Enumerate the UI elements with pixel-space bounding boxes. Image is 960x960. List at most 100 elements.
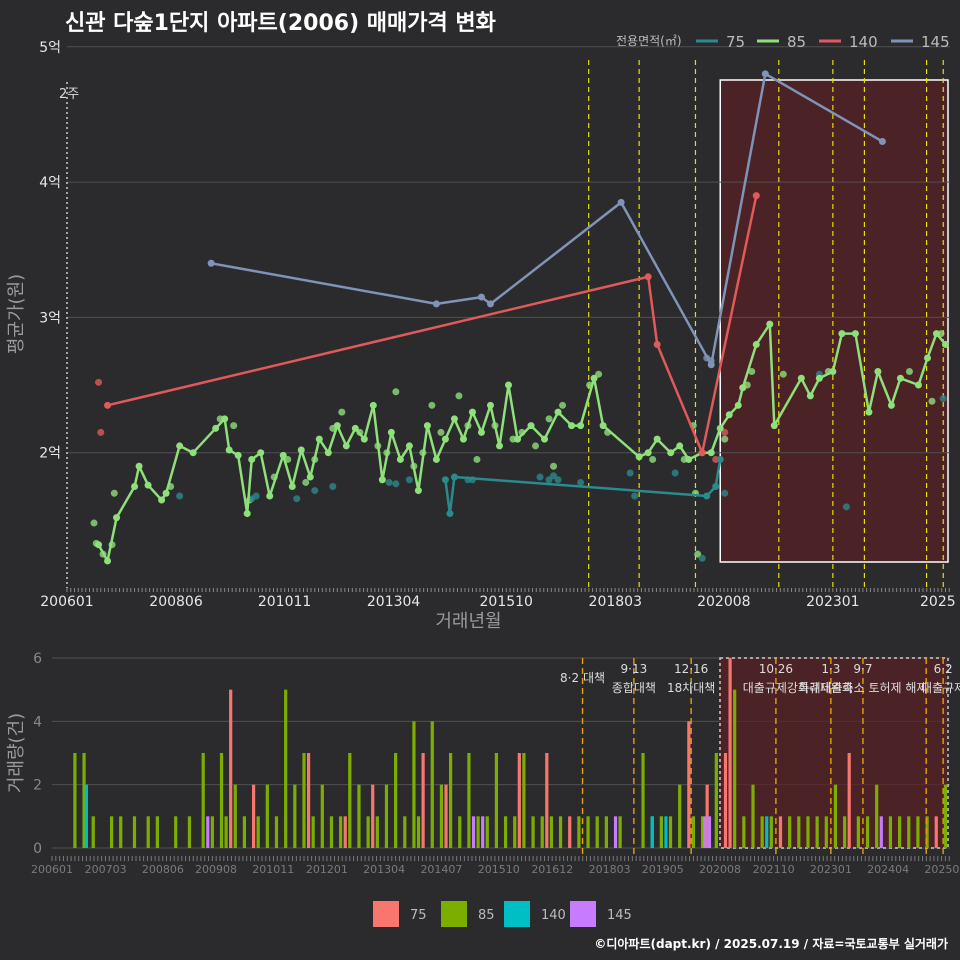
top-series-point-75	[446, 510, 454, 518]
top-legend-label-145: 145	[921, 33, 950, 51]
top-series-line-75	[444, 459, 722, 515]
top-series-point-85	[333, 422, 341, 430]
bottom-bar-b85	[476, 816, 480, 848]
top-series-point-85	[923, 354, 931, 362]
top-series-point-85	[541, 435, 549, 443]
bottom-bar-b85	[219, 753, 224, 848]
bottom-legend-label-145: 145	[607, 908, 632, 923]
top-series-point-85	[225, 446, 233, 454]
top-series-point-75	[703, 492, 711, 500]
bottom-bar-b75	[545, 753, 549, 848]
top-scatter-point-s75	[577, 478, 585, 486]
top-scatter-point-s85	[110, 489, 118, 497]
bottom-bar-b85	[558, 816, 563, 848]
top-series-point-85	[189, 449, 197, 457]
top-series-point-145	[617, 198, 625, 206]
bottom-policy-date: 1·3	[821, 662, 840, 676]
top-scatter-point-s75	[176, 492, 184, 500]
top-series-point-85	[941, 340, 949, 348]
top-legend-title: 전용면적(㎡)	[616, 34, 682, 48]
top-series-point-85	[932, 330, 940, 338]
top-series-point-85	[387, 428, 395, 436]
top-series-point-85	[486, 401, 494, 409]
top-series-point-85	[162, 489, 170, 497]
bottom-bar-b85	[73, 753, 77, 848]
top-legend-label-85: 85	[787, 33, 806, 51]
bottom-policy-label: 특례대출축소 토허제 해제	[798, 681, 927, 695]
bottom-bar-b85	[348, 753, 352, 848]
top-legend: 전용면적(㎡) 75 85 140 145	[616, 33, 950, 51]
top-series-point-85	[667, 449, 675, 457]
top-series-point-85	[104, 557, 112, 565]
top-plot: 2억 3억 4억 5억 200601 200806 201011 201304 201510 20…	[6, 40, 956, 632]
bottom-bar-b85	[742, 816, 746, 848]
bottom-bar-b85	[898, 816, 902, 848]
top-scatter-point-s85	[338, 408, 346, 416]
bottom-bar-b85	[751, 784, 755, 848]
bottom-bar-b85	[856, 816, 860, 848]
top-series-point-85	[405, 442, 413, 450]
bottom-bar-b75	[705, 784, 709, 848]
top-series-point-140	[644, 273, 652, 281]
bottom-bar-b85	[384, 784, 389, 848]
bottom-x-tick-label: 202301	[810, 863, 852, 876]
bottom-bar-b85	[943, 784, 948, 848]
top-scatter-point-s85	[748, 368, 756, 376]
bottom-bar-b85	[132, 816, 137, 848]
bottom-policy-date: 9·7	[853, 662, 872, 676]
top-series-point-85	[635, 453, 643, 461]
top-series-point-85	[568, 422, 576, 430]
top-series-point-85	[221, 415, 229, 423]
bottom-x-tick-label: 200806	[142, 863, 184, 876]
top-legend-label-75: 75	[726, 33, 745, 51]
bottom-bar-b85	[503, 816, 508, 848]
top-series-point-85	[495, 442, 503, 450]
top-scatter-point-s75	[329, 483, 337, 491]
top-series-point-85	[716, 424, 724, 432]
top-x-tick-label: 201510	[480, 594, 533, 610]
bottom-bar-b85	[329, 816, 334, 848]
bottom-bar-b85	[449, 753, 453, 848]
bottom-policy-label: 규제완화	[809, 681, 853, 695]
top-series-point-85	[396, 455, 404, 463]
top-scatter-point-s85	[595, 370, 603, 378]
top-y-tick-label: 3억	[39, 310, 61, 326]
top-x-axis-label: 거래년월	[435, 611, 501, 632]
top-series-point-145	[432, 300, 440, 308]
bottom-bar-b85	[604, 816, 608, 848]
bottom-policy-label: 8·2 대책	[560, 670, 605, 685]
bottom-x-tick-label: 200601	[31, 863, 73, 876]
top-series-point-85	[243, 510, 251, 518]
top-series-point-145	[477, 293, 485, 301]
bottom-bar-b85	[284, 689, 288, 848]
top-legend-label-140: 140	[849, 33, 878, 51]
bottom-x-tick-label: 201011	[252, 863, 294, 876]
top-scatter-point-s85	[90, 519, 98, 527]
top-series-point-140	[752, 192, 760, 200]
top-series-point-85	[266, 492, 274, 500]
bottom-bar-b85	[788, 816, 792, 848]
bottom-bar-b85	[865, 816, 870, 848]
top-series-point-85	[306, 473, 314, 481]
bottom-bar-b85	[210, 816, 214, 848]
bottom-x-tick-label: 200908	[195, 863, 237, 876]
bottom-x-tick-label: 202404	[867, 863, 909, 876]
bottom-bar-b75	[723, 753, 728, 848]
footer-credit: ©디아파트(dapt.kr) / 2025.07.19 / 자료=국토교통부 실…	[594, 936, 948, 951]
top-series-point-85	[590, 374, 598, 382]
top-x-tick-label: 201803	[589, 594, 642, 610]
bottom-bar-b85	[293, 784, 297, 848]
top-series-point-85	[95, 541, 103, 549]
bottom-bar-b75	[847, 753, 851, 848]
top-scatter-point-s75	[842, 503, 850, 511]
bottom-bar-b85	[700, 816, 705, 848]
chart-title: 신관 다숲1단지 아파트(2006) 매매가격 변화	[65, 11, 496, 36]
bottom-x-tick-label: 202008	[699, 863, 741, 876]
bottom-bar-b85	[925, 816, 929, 848]
top-series-point-75	[712, 483, 720, 491]
bottom-bar-b85	[242, 816, 247, 848]
top-series-point-85	[838, 330, 846, 338]
top-series-point-85	[468, 408, 476, 416]
